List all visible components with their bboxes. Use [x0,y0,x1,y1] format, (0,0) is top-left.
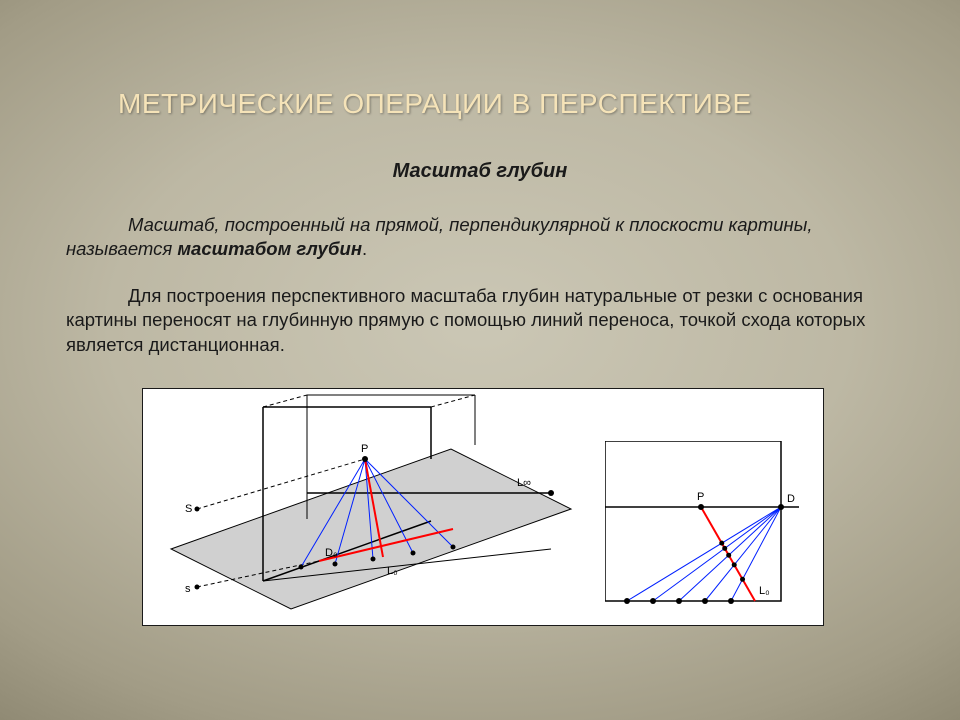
page-title: МЕТРИЧЕСКИЕ ОПЕРАЦИИ В ПЕРСПЕКТИВЕ [118,88,752,120]
label-P: P [361,443,368,455]
label-L0-right: L₀ [759,585,770,597]
label-S: S [185,503,192,515]
diagram-panel: S s P D₀ L₀ L∞ P D L₀ [142,388,824,626]
right-diagram: P D L₀ [605,441,803,611]
label-L0: L₀ [387,565,398,577]
label-s: s [185,583,191,595]
p1-term: масштабом глубин [177,238,362,259]
right-svg [605,441,803,611]
label-P-right: P [697,491,704,503]
section-subtitle: Масштаб глубин [0,160,960,183]
p1-tail: . [362,238,367,259]
label-D-right: D [787,493,795,505]
left-svg [151,389,579,625]
label-D0: D₀ [325,547,338,559]
paragraph-1: Масштаб, построенный на прямой, перпенди… [66,213,904,262]
p2-text: Для построения перспективного масштаба г… [66,285,865,355]
paragraph-2: Для построения перспективного масштаба г… [66,284,904,357]
label-Linf: L∞ [517,477,531,489]
left-diagram: S s P D₀ L₀ L∞ [151,389,579,625]
